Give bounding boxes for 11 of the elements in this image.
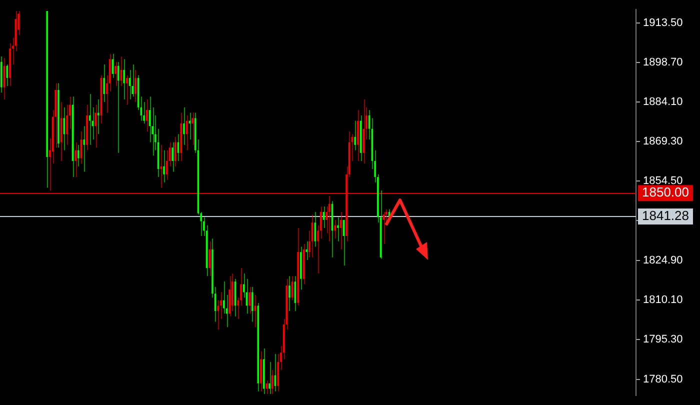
ref-line-label: 1850.00: [642, 184, 689, 200]
y-tick-label: 1824.90: [643, 254, 683, 266]
y-tick-label: 1898.70: [643, 56, 683, 69]
y-tick-label: 1854.50: [643, 175, 683, 188]
y-tick-label: 1884.10: [643, 96, 683, 108]
y-tick-label: 1913.50: [643, 17, 683, 30]
y-tick-label: 1869.30: [643, 135, 683, 148]
y-tick-label: 1795.30: [643, 334, 683, 346]
ref-line-label: 1841.28: [642, 208, 689, 224]
y-tick-label: 1810.10: [643, 294, 683, 306]
y-tick-label: 1780.50: [643, 373, 683, 386]
